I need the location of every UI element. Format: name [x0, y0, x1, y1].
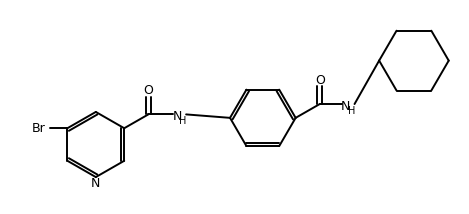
Text: O: O — [144, 84, 153, 97]
Text: Br: Br — [32, 122, 45, 135]
Text: H: H — [348, 106, 355, 116]
Text: N: N — [173, 110, 182, 123]
Text: O: O — [315, 74, 325, 87]
Text: N: N — [341, 100, 350, 113]
Text: N: N — [91, 177, 100, 190]
Text: H: H — [180, 116, 187, 126]
